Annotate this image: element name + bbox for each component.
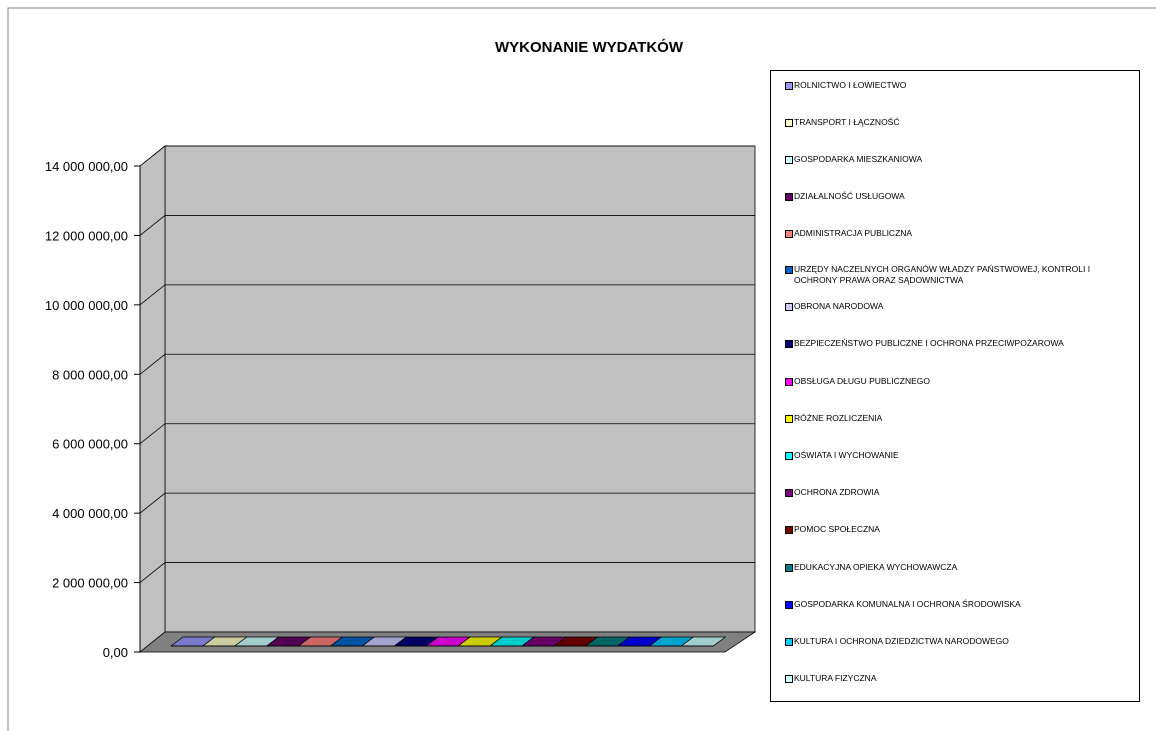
legend-item: OCHRONA ZDROWIA <box>785 487 1134 498</box>
legend-label: POMOC SPOŁECZNA <box>794 524 880 534</box>
y-tick-label: 8 000 000,00 <box>52 367 128 382</box>
legend-label: RÓŻNE ROZLICZENIA <box>794 413 883 423</box>
legend-item: URZĘDY NACZELNYCH ORGANÓW WŁADZY PAŃSTWO… <box>785 264 1134 286</box>
y-tick-label: 12 000 000,00 <box>45 228 128 243</box>
legend-label: OBRONA NARODOWA <box>794 301 884 311</box>
legend-swatch <box>785 340 793 348</box>
legend-swatch <box>785 82 793 90</box>
legend-swatch <box>785 601 793 609</box>
chart-title: WYKONANIE WYDATKÓW <box>495 38 684 56</box>
legend-item: KULTURA FIZYCZNA <box>785 673 1134 684</box>
frame <box>7 7 1156 731</box>
grid-line <box>139 353 755 375</box>
legend-item: GOSPODARKA KOMUNALNA I OCHRONA ŚRODOWISK… <box>785 599 1134 610</box>
legend-label: ADMINISTRACJA PUBLICZNA <box>794 228 913 238</box>
legend-swatch <box>785 119 793 127</box>
legend-swatch <box>785 415 793 423</box>
bar <box>680 636 727 647</box>
y-tick-label: 0,00 <box>103 645 128 660</box>
legend-swatch <box>785 156 793 164</box>
legend-label: OCHRONA ZDROWIA <box>794 487 880 497</box>
grid-line <box>139 284 755 306</box>
legend-label: TRANSPORT I ŁĄCZNOŚĆ <box>794 117 900 127</box>
legend-swatch <box>785 675 793 683</box>
y-tick-label: 2 000 000,00 <box>52 576 128 591</box>
grid-line <box>139 562 755 583</box>
side-wall <box>139 145 166 653</box>
y-tick-label: 10 000 000,00 <box>45 298 128 313</box>
legend-item: OŚWIATA I WYCHOWANIE <box>785 450 1134 461</box>
legend-item: EDUKACYJNA OPIEKA WYCHOWAWCZA <box>785 562 1134 573</box>
legend-swatch <box>785 266 793 274</box>
legend-item: OBSŁUGA DŁUGU PUBLICZNEGO <box>785 376 1134 387</box>
legend-item: POMOC SPOŁECZNA <box>785 524 1134 535</box>
legend-swatch <box>785 452 793 460</box>
legend-item: TRANSPORT I ŁĄCZNOŚĆ <box>785 117 1134 128</box>
y-tick-label: 6 000 000,00 <box>52 437 128 452</box>
grid-line <box>139 423 755 445</box>
grid-line <box>139 145 755 167</box>
legend-item: GOSPODARKA MIESZKANIOWA <box>785 154 1134 165</box>
grid-line <box>139 215 755 236</box>
legend-swatch <box>785 230 793 238</box>
legend-item: DZIAŁALNOŚĆ USŁUGOWA <box>785 191 1134 202</box>
legend-label: GOSPODARKA MIESZKANIOWA <box>794 154 923 164</box>
legend-swatch <box>785 489 793 497</box>
back-wall <box>164 145 756 633</box>
legend-item: OBRONA NARODOWA <box>785 301 1134 312</box>
legend-label: GOSPODARKA KOMUNALNA I OCHRONA ŚRODOWISK… <box>794 599 1021 609</box>
legend-label: ROLNICTWO I ŁOWIECTWO <box>794 80 907 90</box>
grid-line <box>139 492 755 514</box>
legend-label: EDUKACYJNA OPIEKA WYCHOWAWCZA <box>794 562 958 572</box>
legend-label: URZĘDY NACZELNYCH ORGANÓW WŁADZY PAŃSTWO… <box>794 264 1091 285</box>
legend-label: KULTURA FIZYCZNA <box>794 673 877 683</box>
legend-label: BEZPIECZEŃSTWO PUBLICZNE I OCHRONA PRZEC… <box>794 338 1064 348</box>
y-tick-label: 4 000 000,00 <box>52 506 128 521</box>
legend-swatch <box>785 564 793 572</box>
legend-label: DZIAŁALNOŚĆ USŁUGOWA <box>794 191 905 201</box>
legend: ROLNICTWO I ŁOWIECTWO TRANSPORT I ŁĄCZNOŚ… <box>770 70 1140 702</box>
legend-swatch <box>785 378 793 386</box>
legend-label: OBSŁUGA DŁUGU PUBLICZNEGO <box>794 376 931 386</box>
legend-item: RÓŻNE ROZLICZENIA <box>785 413 1134 424</box>
legend-swatch <box>785 303 793 311</box>
legend-label: OŚWIATA I WYCHOWANIE <box>794 450 899 460</box>
legend-swatch <box>785 526 793 534</box>
legend-item: BEZPIECZEŃSTWO PUBLICZNE I OCHRONA PRZEC… <box>785 338 1134 349</box>
legend-swatch <box>785 638 793 646</box>
legend-item: ROLNICTWO I ŁOWIECTWO <box>785 80 1134 91</box>
legend-swatch <box>785 193 793 201</box>
legend-item: KULTURA I OCHRONA DZIEDZICTWA NARODOWEGO <box>785 636 1134 647</box>
y-tick-label: 14 000 000,00 <box>45 159 128 174</box>
legend-item: ADMINISTRACJA PUBLICZNA <box>785 228 1134 239</box>
legend-label: KULTURA I OCHRONA DZIEDZICTWA NARODOWEGO <box>794 636 1009 646</box>
